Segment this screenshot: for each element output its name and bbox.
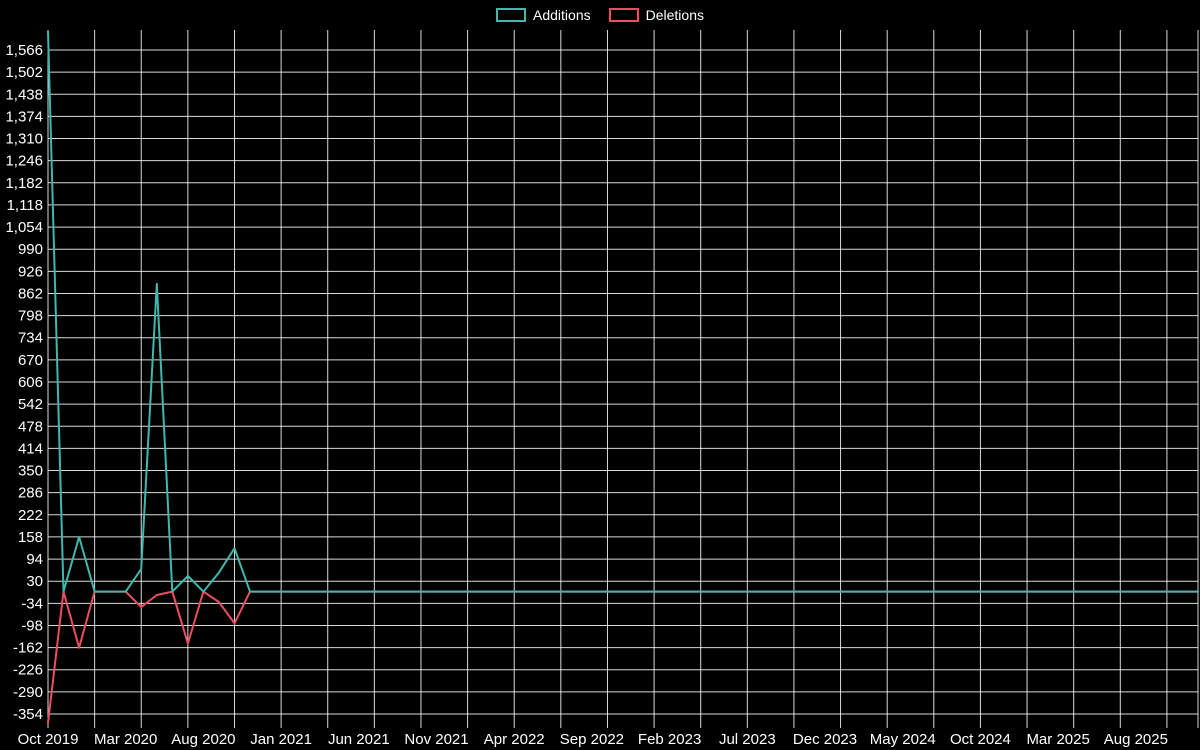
y-axis-tick-label: 926 bbox=[18, 263, 43, 280]
y-axis-tick-label: 30 bbox=[26, 573, 43, 590]
x-axis-tick-label: Aug 2020 bbox=[171, 731, 235, 748]
y-axis-tick-label: -162 bbox=[13, 640, 43, 657]
y-axis-tick-label: 94 bbox=[26, 551, 43, 568]
x-axis-tick-label: Aug 2025 bbox=[1104, 731, 1168, 748]
y-axis-tick-label: 670 bbox=[18, 352, 43, 369]
y-axis-tick-label: 542 bbox=[18, 396, 43, 413]
x-axis-tick-label: Nov 2021 bbox=[404, 731, 468, 748]
y-axis-tick-label: 734 bbox=[18, 330, 43, 347]
deletions-swatch-icon bbox=[608, 8, 639, 22]
y-axis-tick-label: -34 bbox=[21, 595, 43, 612]
additions-swatch-icon bbox=[496, 8, 527, 22]
y-axis-tick-label: 798 bbox=[18, 308, 43, 325]
legend-item-additions[interactable]: Additions bbox=[496, 7, 591, 23]
y-axis-tick-label: 222 bbox=[18, 507, 43, 524]
chart-legend: Additions Deletions bbox=[0, 7, 1200, 23]
y-axis-tick-label: 286 bbox=[18, 485, 43, 502]
legend-label-deletions: Deletions bbox=[645, 7, 704, 23]
y-axis-tick-label: 1,502 bbox=[5, 64, 43, 81]
y-axis-tick-label: -98 bbox=[21, 617, 43, 634]
y-axis-tick-label: -354 bbox=[13, 706, 43, 723]
y-axis-tick-label: 1,566 bbox=[5, 42, 43, 59]
legend-label-additions: Additions bbox=[533, 7, 591, 23]
x-axis-tick-label: Oct 2024 bbox=[950, 731, 1011, 748]
y-axis-tick-label: 990 bbox=[18, 241, 43, 258]
x-axis-tick-label: Jun 2021 bbox=[328, 731, 390, 748]
x-axis-tick-label: Dec 2023 bbox=[793, 731, 857, 748]
y-axis-tick-label: 1,438 bbox=[5, 86, 43, 103]
y-axis-tick-label: 350 bbox=[18, 463, 43, 480]
x-axis-tick-label: May 2024 bbox=[870, 731, 936, 748]
x-axis-tick-label: Jul 2023 bbox=[719, 731, 776, 748]
y-axis-tick-label: 606 bbox=[18, 374, 43, 391]
y-axis-tick-label: 158 bbox=[18, 529, 43, 546]
y-axis-tick-label: 1,246 bbox=[5, 153, 43, 170]
y-axis-tick-label: 1,054 bbox=[5, 219, 43, 236]
legend-item-deletions[interactable]: Deletions bbox=[608, 7, 704, 23]
y-axis-tick-label: 1,118 bbox=[7, 197, 43, 214]
deletions-line bbox=[47, 590, 1199, 724]
x-axis-tick-label: Jan 2021 bbox=[250, 731, 312, 748]
x-axis-tick-label: Sep 2022 bbox=[560, 731, 624, 748]
y-axis-tick-label: 1,182 bbox=[5, 175, 43, 192]
y-axis-tick-label: 1,310 bbox=[5, 131, 43, 148]
y-axis-tick-label: -226 bbox=[13, 662, 43, 679]
x-axis-tick-label: Mar 2020 bbox=[94, 731, 157, 748]
additions-line bbox=[47, 30, 1199, 593]
y-axis-tick-label: -290 bbox=[13, 684, 43, 701]
y-axis-tick-label: 478 bbox=[18, 418, 43, 435]
x-axis-tick-label: Oct 2019 bbox=[18, 731, 79, 748]
y-axis-tick-label: 414 bbox=[18, 440, 43, 457]
y-axis-tick-label: 862 bbox=[18, 285, 43, 302]
x-axis-tick-label: Mar 2025 bbox=[1026, 731, 1089, 748]
x-axis-tick-label: Feb 2023 bbox=[638, 731, 701, 748]
y-axis-tick-label: 1,374 bbox=[5, 108, 43, 125]
x-axis-tick-label: Apr 2022 bbox=[484, 731, 545, 748]
